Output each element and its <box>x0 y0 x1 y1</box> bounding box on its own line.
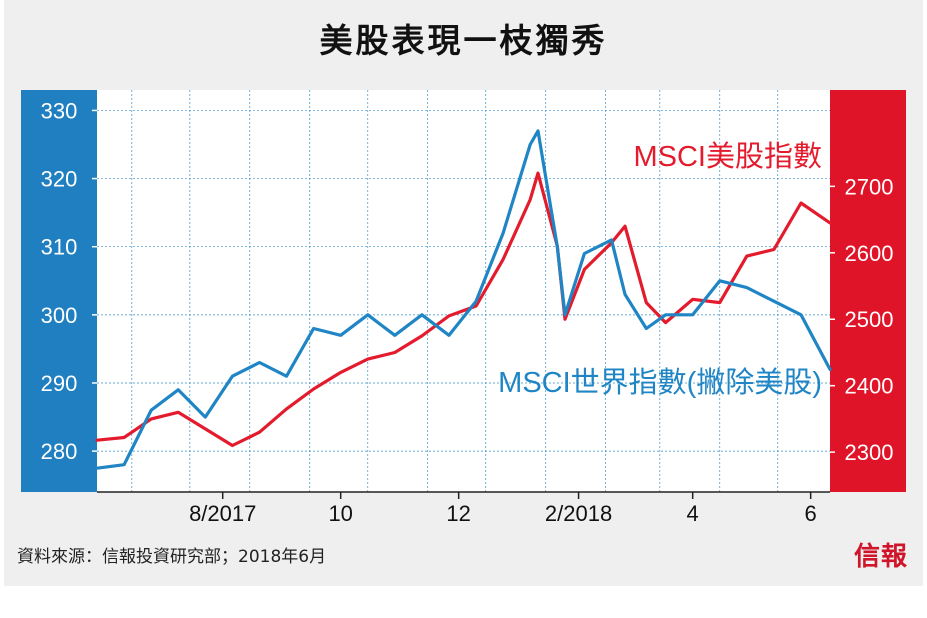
x-axis-ticks: 8/2017 10 12 2/2018 4 6 <box>189 492 817 526</box>
right-axis-band <box>830 90 906 492</box>
brand-logo: 信報 <box>854 542 909 572</box>
x-tick-label: 10 <box>328 501 352 526</box>
series-world-line <box>95 129 832 470</box>
left-tick-label: 290 <box>41 371 78 396</box>
left-tick-label: 320 <box>41 167 78 192</box>
chart-plot: 8/2017 10 12 2/2018 4 6 280 290 300 310 320 330 23… <box>21 90 906 526</box>
series-label-world: MSCI世界指數(撇除美股) <box>498 366 822 399</box>
left-tick-label: 300 <box>41 303 78 328</box>
chart-title: 美股表現一枝獨秀 <box>319 21 608 60</box>
left-axis-band <box>21 90 97 492</box>
left-tick-label: 280 <box>41 439 78 464</box>
vertical-gridlines <box>131 90 779 492</box>
series-layer <box>95 129 832 470</box>
right-tick-label: 2300 <box>845 440 894 465</box>
right-tick-label: 2700 <box>845 174 894 199</box>
series-label-us: MSCI美股指數 <box>633 140 822 173</box>
x-tick-label: 8/2017 <box>189 501 256 526</box>
left-tick-label: 330 <box>41 98 78 123</box>
right-tick-label: 2600 <box>845 241 894 266</box>
series-us-line <box>95 171 832 448</box>
x-tick-label: 6 <box>805 501 817 526</box>
right-axis-ticks: 2300 2400 2500 2600 2700 <box>830 174 893 465</box>
right-tick-label: 2400 <box>845 374 894 399</box>
plot-area <box>97 90 830 492</box>
x-tick-label: 2/2018 <box>545 501 612 526</box>
chart-card: 美股表現一枝獨秀 8/2017 10 12 2/2018 4 6 280 290 300 310… <box>4 0 923 586</box>
left-tick-label: 310 <box>41 235 78 260</box>
right-tick-label: 2500 <box>845 307 894 332</box>
left-axis-ticks: 280 290 300 310 320 330 <box>41 98 97 464</box>
source-note: 資料來源：信報投資研究部；2018年6月 <box>17 547 327 567</box>
x-tick-label: 12 <box>446 501 470 526</box>
x-tick-label: 4 <box>687 501 699 526</box>
